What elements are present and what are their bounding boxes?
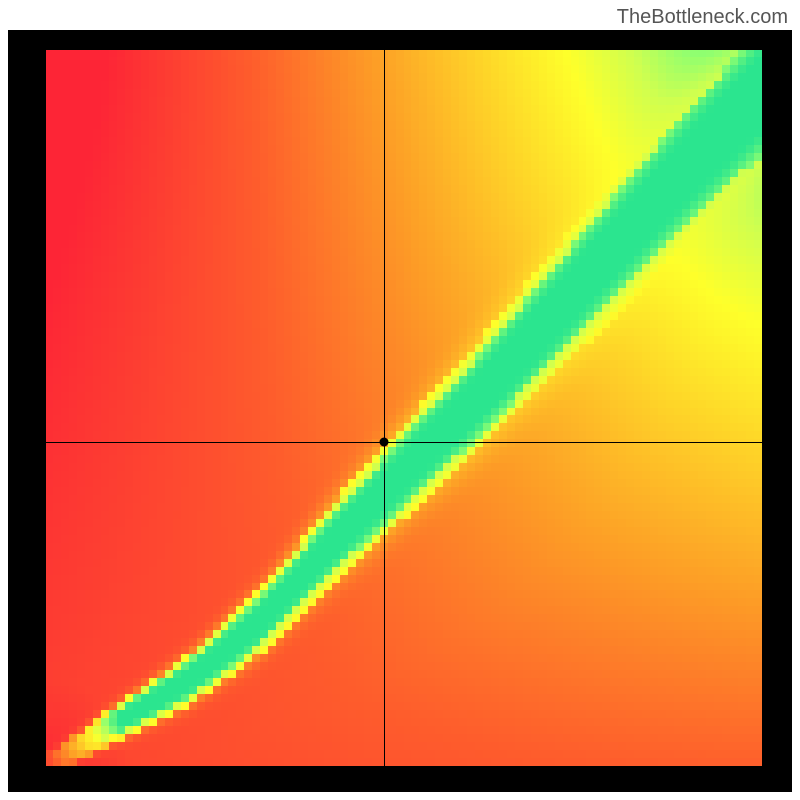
chart-container: TheBottleneck.com bbox=[0, 0, 800, 800]
crosshair-horizontal bbox=[46, 442, 762, 443]
outer-frame bbox=[8, 30, 792, 792]
marker-dot bbox=[379, 438, 388, 447]
plot-area bbox=[46, 50, 762, 766]
heatmap-canvas bbox=[46, 50, 762, 766]
watermark-text: TheBottleneck.com bbox=[617, 6, 788, 29]
crosshair-vertical bbox=[384, 50, 385, 766]
